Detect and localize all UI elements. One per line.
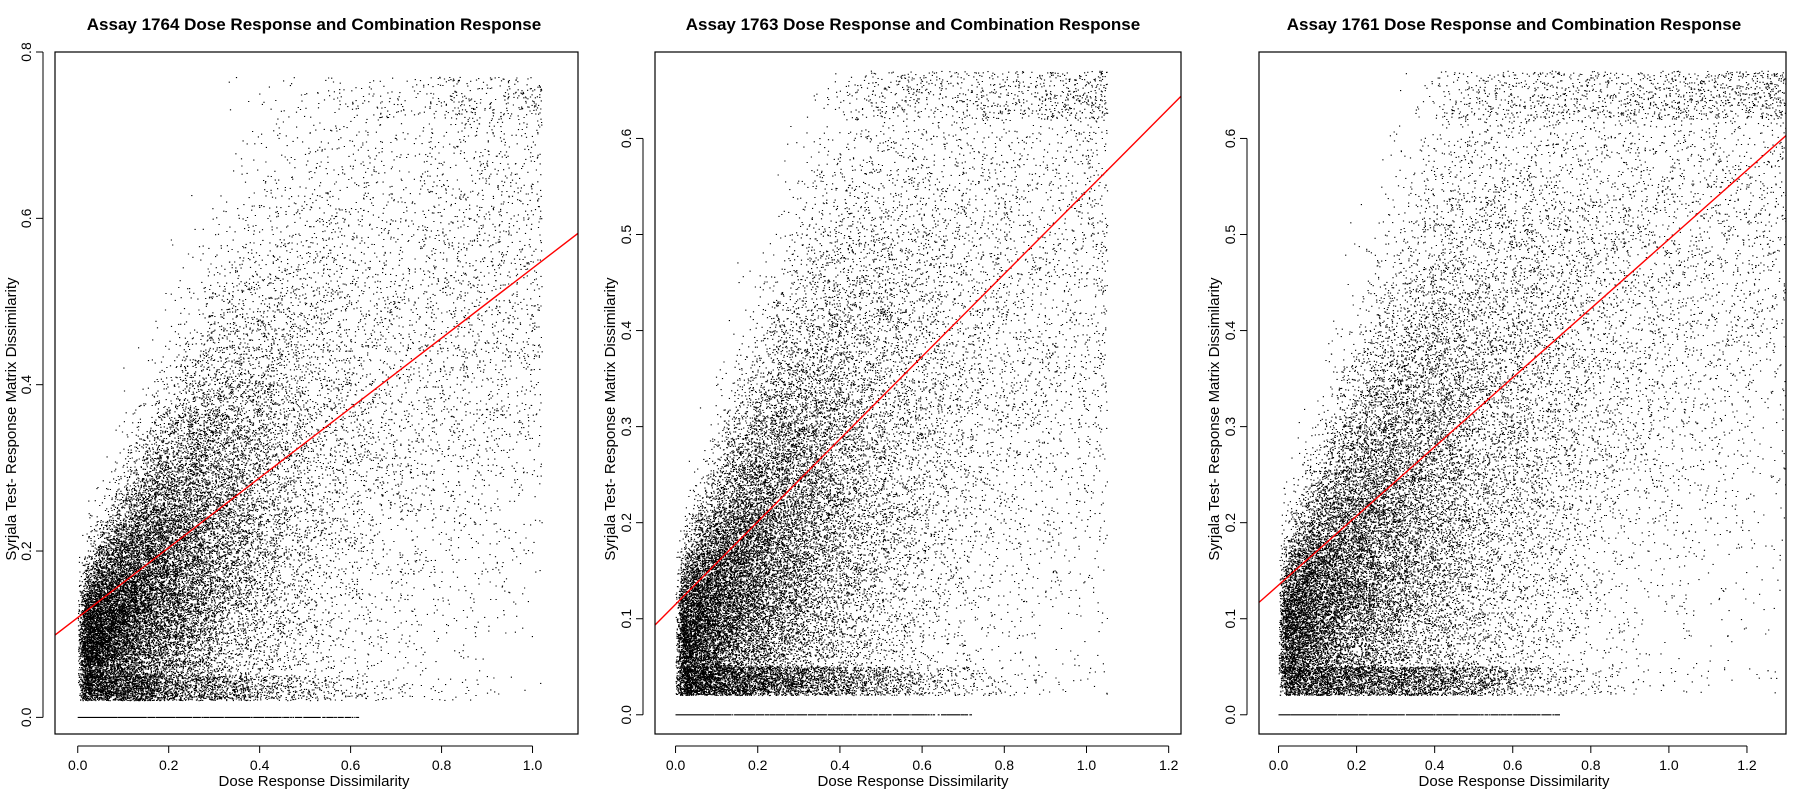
x-tick-label: 0.4	[250, 757, 270, 773]
x-tick-label: 0.6	[341, 757, 361, 773]
y-tick-label: 0.6	[18, 208, 34, 228]
y-axis-label: Syrjala Test- Response Matrix Dissimilar…	[1206, 277, 1223, 561]
x-tick-label: 0.8	[995, 757, 1015, 773]
x-tick-label: 0.2	[748, 757, 768, 773]
scatter-points	[1278, 70, 1786, 716]
chart-title: Assay 1764 Dose Response and Combination…	[87, 15, 541, 34]
regression-line	[1259, 135, 1786, 603]
x-tick-label: 0.0	[666, 757, 686, 773]
x-tick-label: 1.0	[1077, 757, 1097, 773]
chart-title: Assay 1761 Dose Response and Combination…	[1287, 15, 1741, 34]
y-tick-label: 0.4	[618, 321, 634, 341]
scatter-points	[675, 70, 1109, 716]
x-axis-label: Dose Response Dissimilarity	[818, 773, 1009, 790]
x-tick-label: 0.4	[1425, 757, 1445, 773]
y-axis-label: Syrjala Test- Response Matrix Dissimilar…	[3, 277, 20, 561]
y-tick-label: 0.8	[18, 42, 34, 62]
y-tick-label: 0.2	[618, 513, 634, 533]
y-axis-label: Syrjala Test- Response Matrix Dissimilar…	[602, 277, 619, 561]
x-tick-label: 0.2	[159, 757, 179, 773]
y-tick-label: 0.4	[18, 375, 34, 395]
scatter-points	[77, 76, 543, 718]
y-tick-label: 0.5	[618, 225, 634, 245]
plot-area: 0.0 0.2 0.4 0.6 0.8 1.0 1.2 0.0 0.1 0.2 0.3 0.4 0.5 0…	[618, 51, 1182, 773]
y-tick-label: 0.0	[618, 705, 634, 725]
x-tick-label: 0.4	[830, 757, 850, 773]
assay-1763-panel: Assay 1763 Dose Response and Combination…	[602, 15, 1182, 790]
x-tick-label: 0.0	[68, 757, 88, 773]
plot-area: 0.0 0.2 0.4 0.6 0.8 1.0 0.0 0.2 0.4 0.6 0.8	[18, 42, 579, 773]
x-tick-label: 0.0	[1269, 757, 1289, 773]
y-tick-label: 0.6	[1222, 129, 1238, 149]
x-axis-label: Dose Response Dissimilarity	[1419, 773, 1610, 790]
y-tick-label: 0.2	[18, 541, 34, 561]
y-tick-label: 0.1	[1222, 609, 1238, 629]
y-tick-label: 0.6	[618, 129, 634, 149]
x-tick-label: 1.2	[1737, 757, 1757, 773]
y-tick-label: 0.0	[18, 707, 34, 727]
y-tick-label: 0.0	[1222, 705, 1238, 725]
plot-area: 0.0 0.2 0.4 0.6 0.8 1.0 1.2 0.0 0.1 0.2 0.3 0.4 0.5 0…	[1222, 51, 1787, 773]
regression-line	[655, 95, 1181, 626]
assay-1764-panel: Assay 1764 Dose Response and Combination…	[3, 15, 579, 790]
regression-line	[55, 232, 578, 636]
plot-frame	[654, 51, 1182, 735]
chart-title: Assay 1763 Dose Response and Combination…	[686, 15, 1140, 34]
x-tick-label: 0.6	[912, 757, 932, 773]
x-tick-label: 0.6	[1503, 757, 1523, 773]
y-tick-label: 0.3	[1222, 417, 1238, 437]
x-tick-label: 1.2	[1159, 757, 1179, 773]
x-tick-label: 0.2	[1347, 757, 1367, 773]
y-tick-label: 0.1	[618, 609, 634, 629]
x-tick-label: 0.8	[432, 757, 452, 773]
y-tick-label: 0.3	[618, 417, 634, 437]
x-tick-label: 1.0	[523, 757, 543, 773]
assay-1761-panel: Assay 1761 Dose Response and Combination…	[1206, 15, 1787, 790]
plot-frame	[54, 51, 579, 735]
x-tick-label: 0.8	[1581, 757, 1601, 773]
y-tick-label: 0.2	[1222, 513, 1238, 533]
x-axis-label: Dose Response Dissimilarity	[219, 773, 410, 790]
x-tick-label: 1.0	[1659, 757, 1679, 773]
plot-frame	[1258, 51, 1787, 735]
y-tick-label: 0.4	[1222, 321, 1238, 341]
y-tick-label: 0.5	[1222, 225, 1238, 245]
